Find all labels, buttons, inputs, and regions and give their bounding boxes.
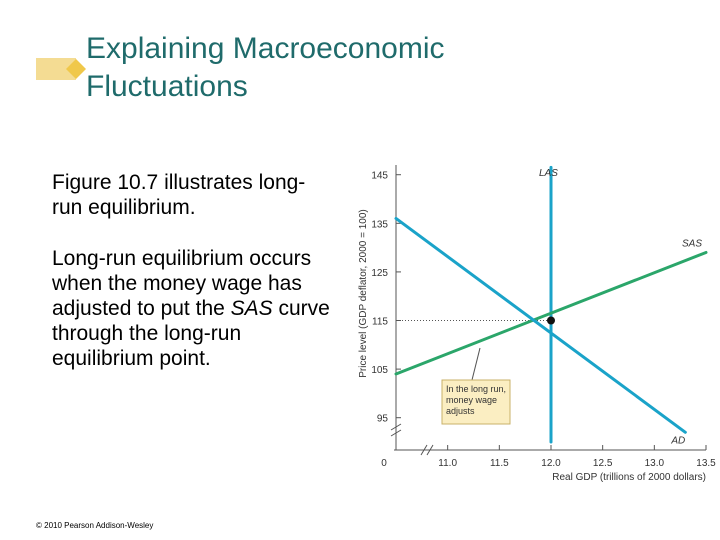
- series-line-ad: [394, 216, 687, 434]
- y-tick-label: 105: [371, 365, 388, 376]
- sas-term: SAS: [230, 297, 273, 320]
- x-tick-label: 11.0: [438, 458, 457, 469]
- copyright-notice: © 2010 Pearson Addison-Wesley: [36, 521, 154, 530]
- title-line-1: Explaining Macroeconomic: [86, 32, 445, 65]
- y-tick-label: 115: [372, 317, 388, 328]
- equilibrium-chart: 95 105 115 125 135 145 11.0 11.5 12.0 12.5 13.0 13.…: [358, 165, 716, 483]
- x-axis-break-mark: [420, 444, 434, 456]
- x-axis-label: Real GDP (trillions of 2000 dollars): [552, 472, 706, 483]
- deco-bar: [36, 58, 76, 80]
- series-label-las: LAS: [539, 168, 558, 179]
- paragraph-text-pre: Long-run equilibrium occurs when the mon…: [52, 247, 312, 320]
- series-label-sas: SAS: [682, 238, 702, 249]
- series-label-ad: AD: [670, 435, 685, 446]
- x-tick-label: 13.5: [696, 458, 716, 469]
- x-tick-label: 12.5: [593, 458, 613, 469]
- y-tick-label: 95: [377, 414, 389, 425]
- y-axis-break-mark: [390, 423, 402, 437]
- x-tick-label: 12.0: [541, 458, 561, 469]
- y-tick-label: 125: [371, 268, 388, 279]
- annotation-box: [441, 379, 511, 425]
- equilibrium-point: [547, 316, 555, 325]
- paragraph-equilibrium-explanation: Long-run equilibrium occurs when the mon…: [52, 246, 332, 371]
- deco-diamond: [66, 59, 86, 79]
- annotation-text-line: adjusts: [446, 406, 475, 416]
- title-decoration: [36, 58, 86, 80]
- y-tick-label: 145: [371, 171, 388, 182]
- annotation-text-line: money wage: [446, 395, 497, 405]
- x-tick-label: 11.5: [490, 458, 509, 469]
- page-title: Explaining Macroeconomic Fluctuations: [86, 30, 646, 106]
- annotation-leader-line: [471, 347, 481, 381]
- annotation-text-line: In the long run,: [446, 384, 506, 394]
- series-line-sas: [394, 250, 708, 376]
- y-tick-label: 135: [371, 219, 388, 230]
- paragraph-text-post: curve through the long-run equilibrium p…: [52, 297, 330, 370]
- x-tick-label: 13.0: [645, 458, 665, 469]
- origin-label: 0: [381, 458, 387, 469]
- title-line-2: Fluctuations: [86, 70, 248, 103]
- y-axis-label: Price level (GDP deflator, 2000 = 100): [358, 209, 369, 378]
- paragraph-equilibrium-intro: Figure 10.7 illustrates long-run equilib…: [52, 171, 306, 219]
